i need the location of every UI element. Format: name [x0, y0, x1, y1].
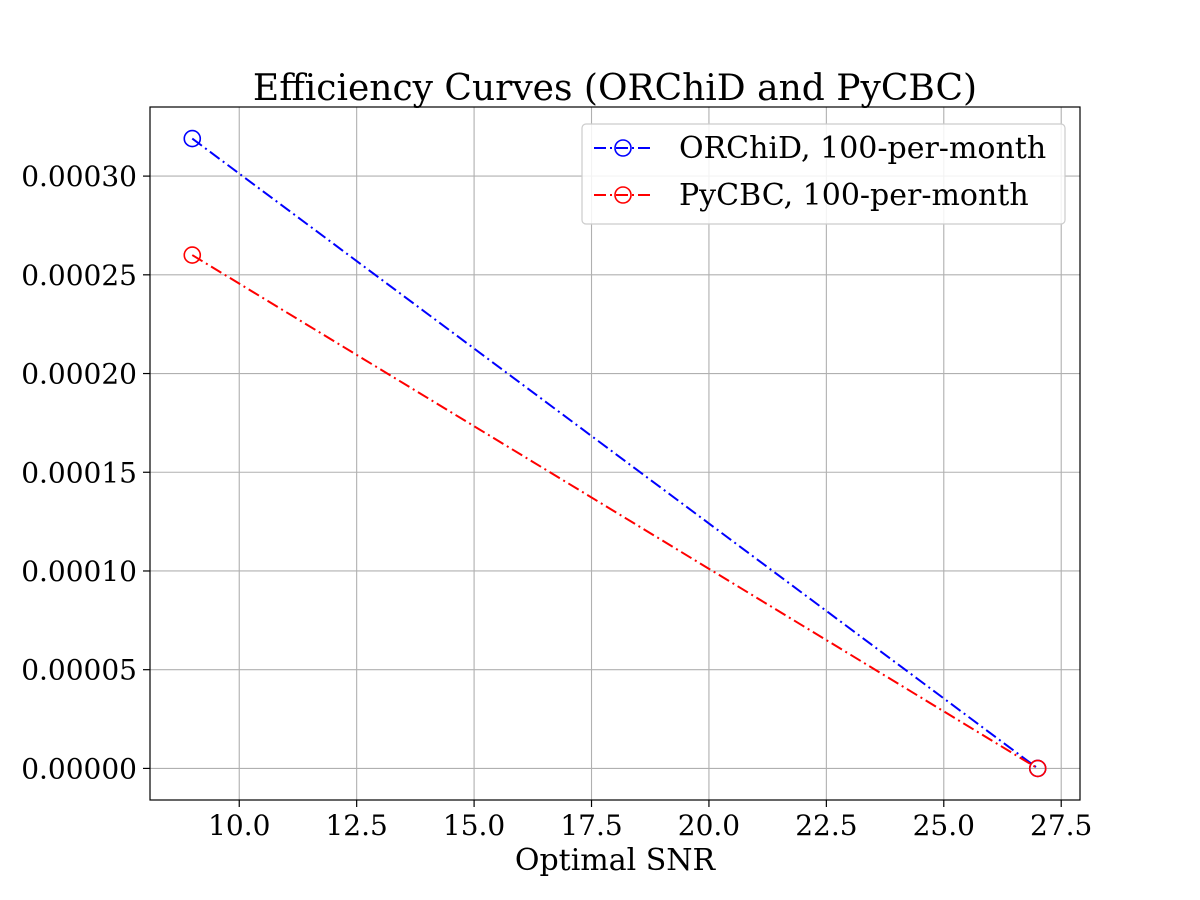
y-tick-label: 0.00010 — [21, 555, 137, 588]
x-tick-label: 17.5 — [560, 809, 622, 842]
x-tick-label: 10.0 — [208, 809, 270, 842]
x-tick-label: 27.5 — [1030, 809, 1092, 842]
legend-box — [581, 123, 1066, 225]
x-tick-label: 20.0 — [678, 809, 740, 842]
y-tick-label: 0.00025 — [21, 259, 137, 292]
x-tick-label: 25.0 — [913, 809, 975, 842]
y-tick-label: 0.00005 — [21, 654, 137, 687]
plot-frame — [149, 106, 1081, 801]
x-tick-label: 15.0 — [443, 809, 505, 842]
series-line — [191, 254, 1039, 770]
legend: ORChiD, 100-per-month PyCBC, 100-per-mont… — [581, 123, 1066, 225]
data-point — [1028, 759, 1047, 778]
legend-marker — [614, 139, 632, 157]
y-tick-label: 0.00030 — [21, 160, 137, 193]
y-tick-label: 0.00000 — [21, 752, 137, 785]
axis-ticks: 10.0 12.5 15.0 17.5 20.0 22.5 25.0 27.5 0.00000 0… — [21, 160, 1092, 842]
series-layer — [183, 129, 1047, 778]
legend-items: ORChiD, 100-per-month PyCBC, 100-per-mont… — [594, 131, 1046, 213]
x-axis-label: Optimal SNR — [515, 843, 717, 878]
y-tick-label: 0.00015 — [21, 456, 137, 489]
x-tick-label: 22.5 — [795, 809, 857, 842]
data-point — [183, 129, 202, 148]
legend-label: PyCBC, 100-per-month — [679, 178, 1029, 213]
chart-title: Efficiency Curves (ORChiD and PyCBC) — [253, 68, 977, 109]
legend-marker — [614, 186, 632, 204]
x-tick-label: 12.5 — [325, 809, 387, 842]
legend-label: ORChiD, 100-per-month — [679, 131, 1046, 166]
data-point — [183, 246, 202, 264]
y-tick-label: 0.00020 — [21, 358, 137, 391]
